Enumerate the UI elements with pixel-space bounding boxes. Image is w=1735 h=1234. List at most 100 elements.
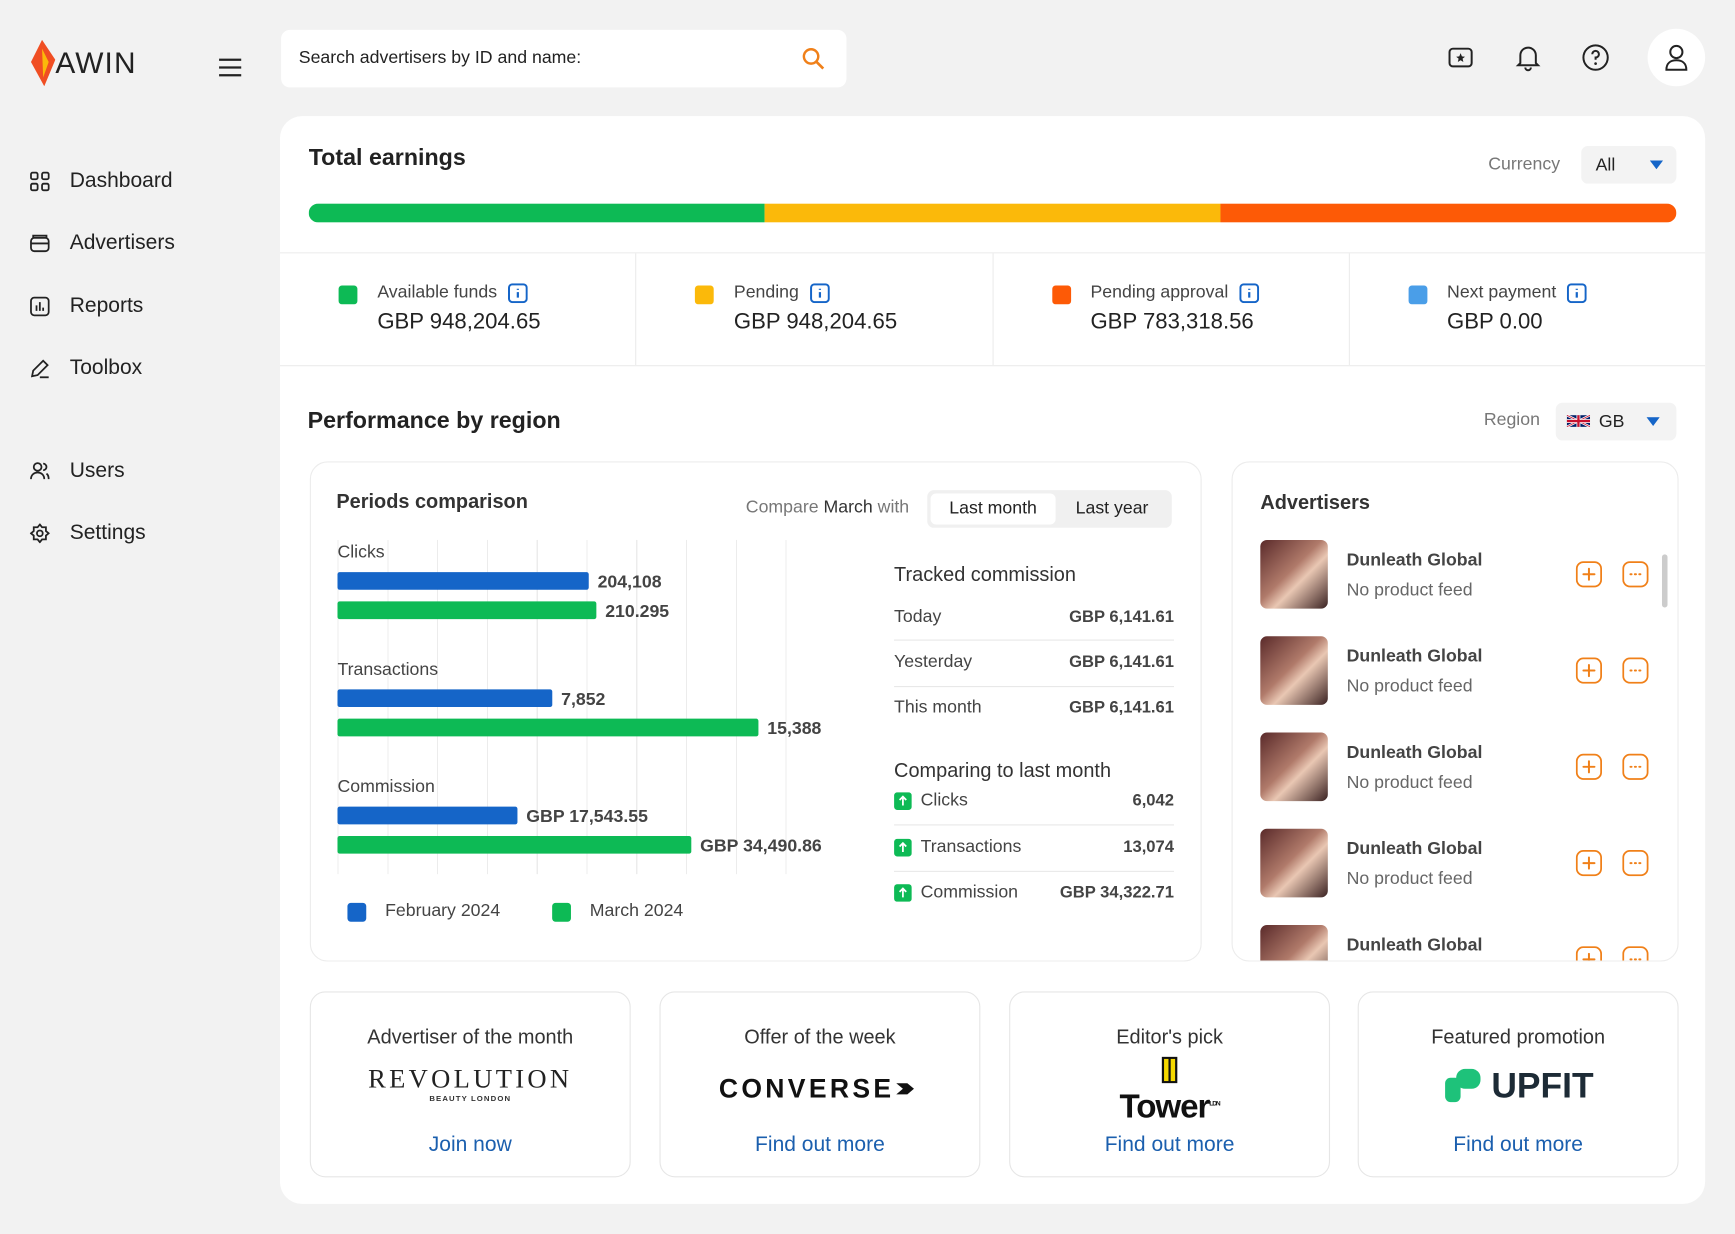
stat-label: Available funds: [377, 283, 498, 303]
row-value: GBP 6,141.61: [1069, 698, 1175, 718]
advertisers-card: Advertisers Dunleath Global No product fe…: [1231, 461, 1679, 962]
promo-link[interactable]: Find out more: [1453, 1133, 1583, 1157]
tracked-row: This month GBP 6,141.61: [894, 698, 1174, 718]
value-label: 204,108: [598, 572, 662, 592]
region-dropdown[interactable]: GB: [1555, 402, 1677, 441]
up-icon: [894, 792, 912, 810]
bar-segment: [764, 203, 1221, 223]
row-label: Commission: [920, 882, 1019, 902]
scrollbar[interactable]: [1661, 554, 1668, 608]
up-icon: [894, 838, 912, 856]
stat-cell: Pending GBP 948,204.65: [637, 253, 994, 366]
logo[interactable]: AWIN: [29, 39, 137, 87]
button-box: [1622, 561, 1649, 588]
stat-amount: GBP 948,204.65: [377, 309, 541, 335]
brand-logo: REVOLUTION BEAUTY LONDON: [311, 1066, 630, 1104]
icon: [30, 359, 49, 379]
comparing-title: Comparing to last month: [894, 759, 1112, 782]
currency-value: All: [1595, 156, 1616, 175]
search-box[interactable]: Search advertisers by ID and name:: [281, 29, 847, 88]
value-label: GBP 17,543.55: [526, 806, 648, 826]
compare-text: Compare March with: [746, 498, 909, 518]
add-button[interactable]: [1575, 753, 1603, 781]
nav-item[interactable]: Advertisers: [30, 231, 175, 255]
separator: [894, 824, 1175, 826]
nav-item[interactable]: Dashboard: [30, 169, 173, 193]
nav-item[interactable]: Settings: [29, 521, 146, 545]
separator: [894, 870, 1175, 872]
row-label-group: Commission: [894, 883, 1018, 903]
row-label: Yesterday: [894, 652, 973, 672]
ticket-icon[interactable]: [1447, 44, 1474, 71]
stat-swatch: [1051, 285, 1071, 305]
brand-text: Tower: [1119, 1088, 1211, 1126]
info-box: [508, 283, 528, 304]
currency-dropdown[interactable]: All: [1581, 146, 1677, 184]
icon: [30, 462, 50, 480]
flag-gb: [1566, 414, 1591, 428]
up-arrow: [898, 887, 907, 898]
menu-icon[interactable]: [218, 58, 242, 78]
legend-label: February 2024: [385, 901, 501, 921]
logo-mark: [30, 39, 56, 87]
tab-active[interactable]: Last month: [930, 493, 1056, 525]
category-label: Transactions: [337, 659, 438, 679]
promo-link[interactable]: Find out more: [755, 1133, 885, 1157]
compare-prefix: Compare: [745, 497, 819, 517]
nav-label: Dashboard: [69, 169, 173, 193]
add-button[interactable]: [1575, 946, 1603, 961]
help-icon[interactable]: [1581, 43, 1610, 72]
nav-item[interactable]: Reports: [30, 294, 143, 318]
button-box: [1622, 850, 1649, 877]
upfit-icon: [1444, 1068, 1481, 1103]
add-button[interactable]: [1575, 561, 1603, 588]
more-button[interactable]: [1622, 946, 1649, 961]
tracked-row: Yesterday GBP 6,141.61: [894, 653, 1174, 673]
row-label-group: Transactions: [894, 837, 1021, 857]
button-box: [1575, 753, 1603, 780]
promo-link[interactable]: Join now: [428, 1133, 512, 1157]
add-button[interactable]: [1575, 657, 1603, 684]
icon: [30, 234, 50, 253]
comparing-row: Commission GBP 34,322.71: [894, 883, 1174, 903]
stat-cell: Next payment GBP 0.00: [1350, 253, 1705, 365]
bar: [337, 689, 553, 708]
promo-card: Editor's pick TowerLDN Find out more: [1009, 991, 1331, 1178]
up-icon: [894, 884, 912, 902]
promo-title: Offer of the week: [744, 1025, 896, 1048]
more-button[interactable]: [1622, 753, 1649, 781]
bell-icon[interactable]: [1515, 43, 1542, 72]
stat-label-row: Available funds: [377, 283, 528, 304]
promo-link[interactable]: Find out more: [1104, 1133, 1235, 1157]
row-label: Clicks: [920, 791, 968, 810]
bar: [337, 835, 692, 854]
info-box: [1567, 283, 1588, 304]
comparing-row: Transactions 13,074: [894, 837, 1174, 857]
brand-name: CONVERSE: [718, 1074, 895, 1105]
brand-name: UPFIT: [1491, 1065, 1594, 1106]
stat-swatch: [1408, 285, 1428, 305]
add-button[interactable]: [1575, 850, 1603, 877]
avatar-button[interactable]: [1647, 28, 1706, 87]
stat-swatch: [338, 285, 358, 305]
stat-cell: Available funds GBP 948,204.65: [280, 253, 637, 366]
row-label: Transactions: [920, 837, 1022, 856]
info-icon: [1239, 283, 1260, 304]
brand-sub: LDN: [1209, 1100, 1220, 1108]
more-button[interactable]: [1622, 850, 1649, 877]
stat-label: Pending approval: [1090, 283, 1229, 303]
button-box: [1575, 850, 1603, 877]
bar-segment: [1220, 203, 1677, 223]
legend-label: March 2024: [589, 901, 684, 921]
value-label: 15,388: [767, 718, 821, 738]
card-title: Periods comparison: [336, 490, 528, 513]
nav-item[interactable]: Users: [30, 459, 125, 483]
more-button[interactable]: [1622, 657, 1649, 684]
button-box: [1622, 657, 1649, 684]
nav-item[interactable]: Toolbox: [30, 356, 142, 380]
region-label: Region: [1483, 410, 1540, 430]
legend-swatch: [347, 902, 367, 922]
more-button[interactable]: [1622, 561, 1649, 588]
tab[interactable]: Last year: [1075, 499, 1149, 518]
stat-label-row: Pending: [734, 283, 830, 304]
